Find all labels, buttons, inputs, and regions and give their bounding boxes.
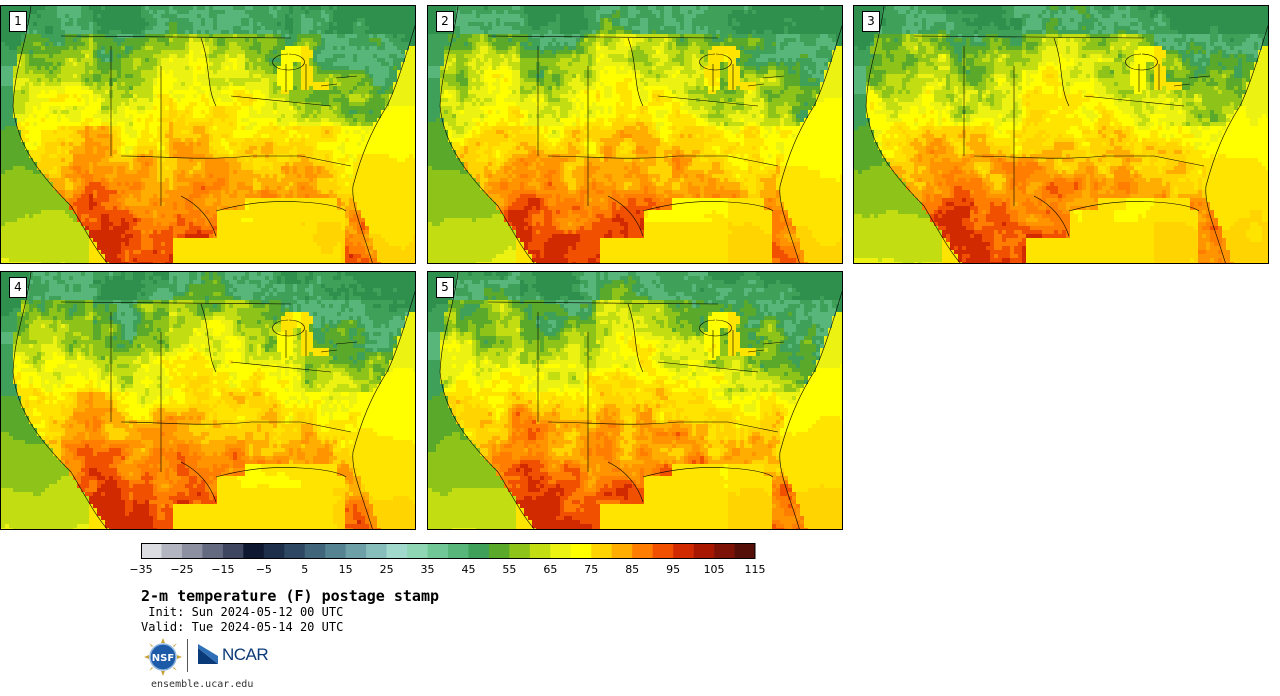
colorbar-swatch [550, 543, 572, 559]
colorbar-swatch [181, 543, 203, 559]
temperature-field [1, 6, 415, 263]
colorbar-tick-label: 105 [694, 563, 734, 576]
logo-divider [187, 639, 188, 672]
colorbar-tick-label: −15 [203, 563, 243, 576]
colorbar-swatch [222, 543, 244, 559]
init-time: Init: Sun 2024-05-12 00 UTC [141, 605, 343, 619]
panel-number-label: 4 [9, 277, 27, 298]
postage-stamp-panel[interactable]: 3 [853, 5, 1269, 264]
colorbar-swatch [734, 543, 756, 559]
colorbar-tick-label: 95 [653, 563, 693, 576]
colorbar-tick-label: 75 [571, 563, 611, 576]
colorbar-tick-label: 55 [489, 563, 529, 576]
chart-title: 2-m temperature (F) postage stamp [141, 587, 439, 605]
map-boundaries [865, 6, 1268, 263]
colorbar-tick-label: 65 [530, 563, 570, 576]
colorbar-swatch [263, 543, 285, 559]
panel-number-label: 1 [9, 11, 27, 32]
colorbar-tick-label: 85 [612, 563, 652, 576]
colorbar-swatch [345, 543, 367, 559]
colorbar-swatch [141, 543, 162, 559]
colorbar-swatch [161, 543, 183, 559]
colorbar-tick-label: −5 [244, 563, 284, 576]
site-url[interactable]: ensemble.ucar.edu [151, 679, 253, 690]
temperature-map [428, 272, 842, 529]
colorbar-swatch [243, 543, 265, 559]
colorbar-swatch [570, 543, 592, 559]
map-boundaries [12, 272, 415, 529]
colorbar-swatch [632, 543, 653, 559]
postage-stamp-panel[interactable]: 4 [0, 271, 416, 530]
colorbar-tick-label: 25 [367, 563, 407, 576]
colorbar-swatch [693, 543, 715, 559]
colorbar-swatch [202, 543, 224, 559]
colorbar-swatch [366, 543, 387, 559]
colorbar-swatch [529, 543, 551, 559]
colorbar-tick-label: 115 [735, 563, 775, 576]
nsf-logo-text: NSF [152, 653, 174, 664]
temperature-colorbar [141, 543, 756, 559]
valid-time: Valid: Tue 2024-05-14 20 UTC [141, 620, 343, 634]
map-boundaries [439, 6, 842, 263]
map-boundaries [12, 6, 415, 263]
colorbar-swatch [714, 543, 735, 559]
colorbar-tick-label: −35 [121, 563, 161, 576]
colorbar-swatch [468, 543, 490, 559]
colorbar-swatch [407, 543, 428, 559]
ncar-logo-text: NCAR [222, 645, 269, 665]
panel-number-label: 5 [436, 277, 454, 298]
colorbar-tick-label: 5 [285, 563, 325, 576]
postage-stamp-panel[interactable]: 2 [427, 5, 843, 264]
map-boundaries [439, 272, 842, 529]
colorbar-swatch [591, 543, 613, 559]
panel-number-label: 3 [862, 11, 880, 32]
temperature-map [1, 272, 415, 529]
nsf-logo: NSF [144, 638, 182, 676]
postage-stamp-panel[interactable]: 5 [427, 271, 843, 530]
temperature-field [428, 6, 842, 263]
colorbar-swatch [652, 543, 674, 559]
colorbar-swatch [427, 543, 449, 559]
colorbar-swatch [488, 543, 510, 559]
postage-stamp-panel[interactable]: 1 [0, 5, 416, 264]
colorbar-tick-label: 15 [326, 563, 366, 576]
colorbar-swatch [673, 543, 694, 559]
colorbar-swatch [304, 543, 326, 559]
panel-number-label: 2 [436, 11, 454, 32]
colorbar-swatch [386, 543, 408, 559]
colorbar-swatch [611, 543, 633, 559]
temperature-field [428, 272, 842, 529]
colorbar-swatch [284, 543, 306, 559]
colorbar-tick-label: −25 [162, 563, 202, 576]
temperature-map [428, 6, 842, 263]
temperature-map [854, 6, 1268, 263]
temperature-field [854, 6, 1268, 263]
colorbar-swatch [509, 543, 531, 559]
temperature-field [1, 272, 415, 529]
colorbar-tick-label: 35 [408, 563, 448, 576]
ncar-logo-icon [198, 644, 218, 664]
colorbar-tick-label: 45 [448, 563, 488, 576]
colorbar-swatch [325, 543, 346, 559]
temperature-map [1, 6, 415, 263]
colorbar-swatch [448, 543, 469, 559]
colorbar-frame [141, 543, 756, 559]
